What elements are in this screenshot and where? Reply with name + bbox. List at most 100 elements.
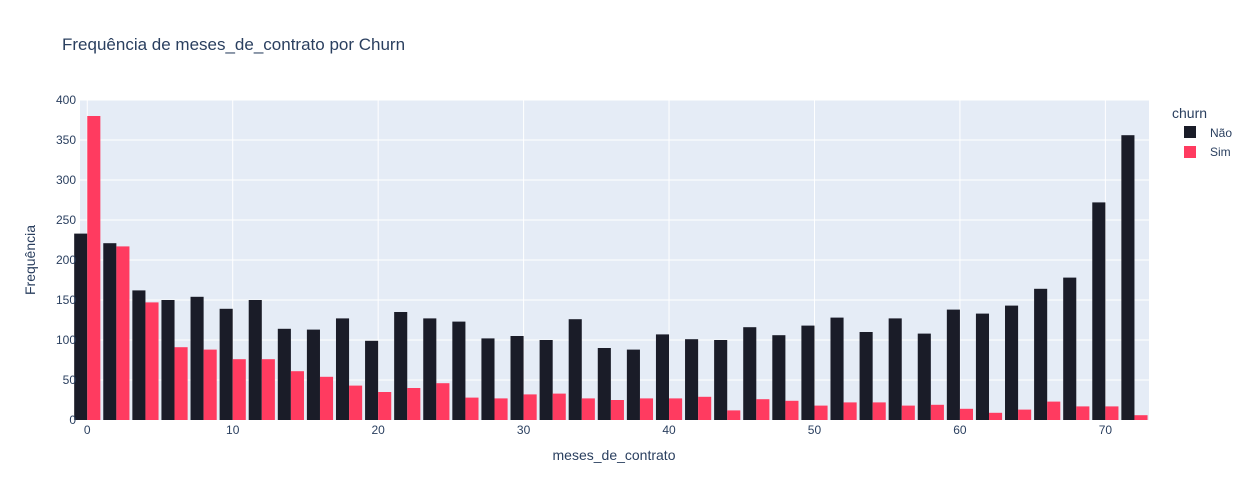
bar-sim[interactable] — [552, 393, 566, 420]
bar-nao[interactable] — [714, 340, 728, 420]
bar-sim[interactable] — [523, 394, 537, 420]
bar-sim[interactable] — [959, 408, 974, 420]
bar-sim[interactable] — [727, 410, 741, 420]
legend-label-sim[interactable]: Sim — [1210, 145, 1231, 159]
bar-sim[interactable] — [1105, 406, 1119, 420]
bar-sim[interactable] — [1047, 401, 1061, 420]
bar-sim[interactable] — [1134, 415, 1148, 420]
bar-nao[interactable] — [946, 309, 960, 420]
bar-sim[interactable] — [669, 398, 683, 420]
bar-sim[interactable] — [639, 398, 654, 420]
bar-nao[interactable] — [423, 318, 437, 420]
bar-nao[interactable] — [859, 332, 873, 420]
bar-nao[interactable] — [481, 338, 495, 420]
bar-nao[interactable] — [277, 328, 291, 420]
bar-sim[interactable] — [290, 371, 304, 420]
bar-nao[interactable] — [335, 318, 350, 420]
bar-sim[interactable] — [407, 388, 421, 420]
bar-nao[interactable] — [655, 334, 670, 420]
bar-nao[interactable] — [161, 300, 175, 420]
bar-nao[interactable] — [103, 243, 117, 420]
bar-nao[interactable] — [772, 335, 786, 420]
bar-sim[interactable] — [261, 359, 275, 420]
bar-sim[interactable] — [116, 246, 130, 420]
y-tick-label: 400 — [56, 93, 76, 107]
bar-nao[interactable] — [248, 300, 262, 420]
bar-sim[interactable] — [319, 376, 334, 420]
chart-title: Frequência de meses_de_contrato por Chur… — [62, 35, 405, 54]
bar-nao[interactable] — [1005, 305, 1019, 420]
bar-nao[interactable] — [830, 317, 844, 420]
y-tick-label: 350 — [56, 133, 76, 147]
legend-title: churn — [1172, 105, 1207, 121]
bar-sim[interactable] — [581, 398, 595, 420]
x-axis-ticks: 0 10 20 30 40 50 60 70 — [84, 423, 1112, 437]
x-axis-title: meses_de_contrato — [553, 447, 676, 463]
bar-nao[interactable] — [132, 290, 146, 420]
bar-sim[interactable] — [349, 385, 363, 420]
bar-nao[interactable] — [685, 339, 699, 420]
bar-sim[interactable] — [1018, 409, 1032, 420]
bar-nao[interactable] — [917, 333, 931, 420]
y-tick-label: 50 — [63, 373, 77, 387]
x-tick-label: 30 — [517, 423, 531, 437]
bar-sim[interactable] — [698, 396, 712, 420]
bar-nao[interactable] — [1063, 277, 1077, 420]
bar-nao[interactable] — [597, 348, 611, 420]
bar-sim[interactable] — [203, 349, 217, 420]
bar-nao[interactable] — [190, 296, 204, 420]
bar-sim[interactable] — [610, 400, 624, 420]
bar-nao[interactable] — [394, 312, 408, 420]
legend-label-nao[interactable]: Não — [1210, 126, 1232, 140]
bar-sim[interactable] — [174, 347, 188, 420]
bar-nao[interactable] — [510, 336, 524, 420]
y-tick-label: 150 — [56, 293, 76, 307]
y-axis-title: Frequência — [22, 225, 38, 295]
bar-sim[interactable] — [989, 412, 1003, 420]
x-tick-label: 70 — [1099, 423, 1113, 437]
x-tick-label: 50 — [808, 423, 822, 437]
legend[interactable]: churn Não Sim — [1172, 105, 1232, 159]
bars — [74, 116, 1148, 420]
bar-sim[interactable] — [785, 400, 799, 420]
bar-sim[interactable] — [436, 383, 450, 420]
bar-sim[interactable] — [872, 402, 886, 420]
y-tick-label: 100 — [56, 333, 76, 347]
bar-nao[interactable] — [568, 319, 582, 420]
x-tick-label: 20 — [371, 423, 385, 437]
legend-swatch-sim[interactable] — [1184, 146, 1196, 158]
bar-sim[interactable] — [843, 402, 857, 420]
y-tick-label: 250 — [56, 213, 76, 227]
bar-sim[interactable] — [930, 404, 944, 420]
y-tick-label: 300 — [56, 173, 76, 187]
bar-nao[interactable] — [539, 340, 553, 420]
bar-nao[interactable] — [743, 327, 757, 420]
bar-nao[interactable] — [219, 308, 233, 420]
bar-sim[interactable] — [87, 116, 101, 420]
bar-nao[interactable] — [74, 233, 88, 420]
bar-nao[interactable] — [306, 329, 320, 420]
bar-nao[interactable] — [452, 321, 466, 420]
bar-nao[interactable] — [626, 349, 640, 420]
bar-nao[interactable] — [1092, 202, 1106, 420]
bar-sim[interactable] — [145, 302, 159, 420]
bar-nao[interactable] — [1034, 288, 1048, 420]
bar-sim[interactable] — [378, 392, 392, 420]
bar-sim[interactable] — [465, 397, 479, 420]
bar-sim[interactable] — [232, 359, 246, 420]
bar-sim[interactable] — [814, 405, 828, 420]
x-tick-label: 10 — [226, 423, 240, 437]
y-axis-ticks: 0 50 100 150 200 250 300 350 400 — [56, 93, 76, 427]
bar-sim[interactable] — [1076, 406, 1090, 420]
y-tick-label: 200 — [56, 253, 76, 267]
x-tick-label: 40 — [662, 423, 676, 437]
bar-nao[interactable] — [801, 325, 815, 420]
bar-nao[interactable] — [975, 313, 990, 420]
bar-nao[interactable] — [888, 318, 902, 420]
bar-sim[interactable] — [494, 398, 508, 420]
bar-sim[interactable] — [756, 399, 770, 420]
bar-nao[interactable] — [365, 340, 379, 420]
bar-nao[interactable] — [1121, 135, 1135, 420]
bar-sim[interactable] — [901, 405, 915, 420]
legend-swatch-nao[interactable] — [1184, 126, 1196, 138]
